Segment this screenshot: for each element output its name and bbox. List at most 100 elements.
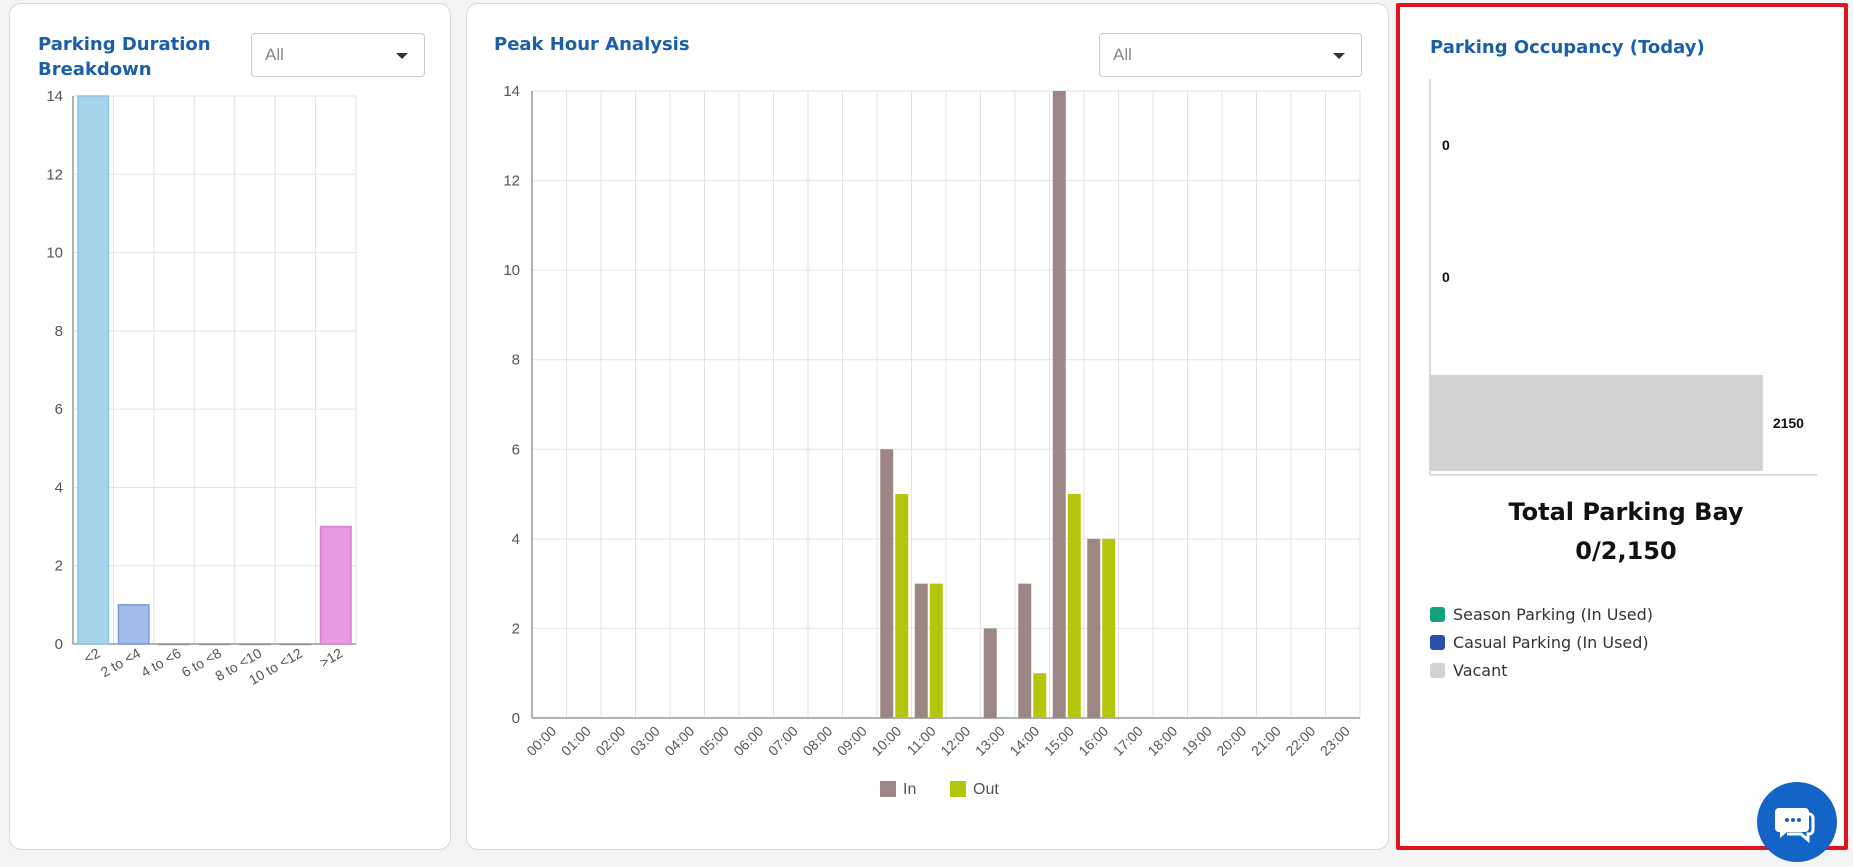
x-tick-label: 19:00 xyxy=(1179,723,1215,759)
bar xyxy=(319,525,352,645)
x-tick-label: 12:00 xyxy=(937,723,973,759)
legend-label-in: In xyxy=(903,781,916,798)
x-tick-label: 02:00 xyxy=(592,723,628,759)
legend-item-casual[interactable]: Casual Parking (In Used) xyxy=(1430,631,1649,653)
legend-label-casual: Casual Parking (In Used) xyxy=(1453,632,1649,652)
x-tick-label: 18:00 xyxy=(1144,723,1180,759)
parking-duration-title-line1: Parking Duration xyxy=(38,34,211,55)
bar-out xyxy=(895,494,909,718)
legend-swatch-casual xyxy=(1430,634,1445,650)
y-tick-label: 2 xyxy=(512,620,520,637)
bar xyxy=(117,604,150,645)
y-tick-label: 0 xyxy=(512,710,520,727)
x-tick-label: 13:00 xyxy=(972,723,1008,759)
x-tick-label: 22:00 xyxy=(1282,723,1318,759)
x-tick-label: 08:00 xyxy=(799,723,835,759)
legend-label-season: Season Parking (In Used) xyxy=(1453,604,1654,624)
data-label: 2150 xyxy=(1773,415,1804,431)
chevron-down-icon xyxy=(396,53,408,59)
bar xyxy=(77,95,110,645)
chat-bubble-icon xyxy=(1775,808,1815,844)
bar-vacant xyxy=(1430,375,1763,471)
peak-hour-title: Peak Hour Analysis xyxy=(494,34,690,55)
bar xyxy=(198,643,231,646)
bar-out xyxy=(1067,494,1081,718)
bar xyxy=(279,643,312,646)
y-tick-label: 8 xyxy=(55,323,63,340)
parking-duration-card: Parking Duration Breakdown All 0 2 4 6 8 10 12… xyxy=(9,3,451,850)
peak-hour-chart: 0 2 4 6 8 10 12 14 00:0001:0002:0003:0004:0005:0… xyxy=(503,83,1361,798)
y-tick-label: 12 xyxy=(503,173,520,190)
bar xyxy=(238,643,271,646)
y-tick-label: 14 xyxy=(503,83,520,100)
x-tick-label: 09:00 xyxy=(834,723,870,759)
bar-in xyxy=(880,449,894,718)
data-label: 0 xyxy=(1442,137,1450,153)
legend-swatch-in xyxy=(880,781,896,797)
x-tick-label: >12 xyxy=(317,645,346,671)
bar-out xyxy=(1033,673,1047,718)
y-tick-label: 6 xyxy=(512,441,520,458)
x-tick-label: 21:00 xyxy=(1248,723,1284,759)
y-tick-label: 6 xyxy=(55,401,63,418)
legend-swatch-vacant xyxy=(1430,662,1445,678)
chat-button[interactable] xyxy=(1757,782,1837,862)
parking-occupancy-title: Parking Occupancy (Today) xyxy=(1430,37,1705,58)
legend-item-vacant[interactable]: Vacant xyxy=(1430,659,1508,681)
x-tick-label: 23:00 xyxy=(1317,723,1353,759)
legend-item-season[interactable]: Season Parking (In Used) xyxy=(1430,603,1653,625)
y-tick-label: 4 xyxy=(512,531,520,548)
x-tick-label: <2 xyxy=(81,645,103,667)
x-tick-label: 16:00 xyxy=(1075,723,1111,759)
parking-occupancy-card: Parking Occupancy (Today) 0 0 2150 Total P… xyxy=(1396,3,1848,850)
x-tick-label: 4 to <6 xyxy=(138,645,184,681)
peak-hour-filter-dropdown[interactable]: All xyxy=(1099,33,1362,77)
peak-hour-card: Peak Hour Analysis All 0 2 4 6 8 10 12 14 00:00 0… xyxy=(466,3,1389,850)
bar-in xyxy=(983,628,997,718)
x-tick-label: 20:00 xyxy=(1213,723,1249,759)
data-label: 0 xyxy=(1442,269,1450,285)
y-tick-label: 8 xyxy=(512,352,520,369)
bar-in xyxy=(1087,538,1101,718)
y-tick-label: 2 xyxy=(55,558,63,575)
chevron-down-icon xyxy=(1333,53,1345,59)
duration-filter-value: All xyxy=(265,45,284,64)
x-tick-label: 15:00 xyxy=(1041,723,1077,759)
x-tick-label: 10:00 xyxy=(868,723,904,759)
x-tick-label: 07:00 xyxy=(765,723,801,759)
legend-swatch-out xyxy=(950,781,966,797)
x-tick-label: 00:00 xyxy=(523,723,559,759)
x-tick-label: 01:00 xyxy=(558,723,594,759)
x-tick-label: 03:00 xyxy=(627,723,663,759)
parking-duration-title-line2: Breakdown xyxy=(38,59,152,80)
bar-in xyxy=(1052,91,1066,718)
y-tick-label: 10 xyxy=(503,262,520,279)
legend-label-vacant: Vacant xyxy=(1453,660,1508,680)
bar-in xyxy=(914,583,928,718)
x-tick-label: 04:00 xyxy=(661,723,697,759)
x-tick-label: 14:00 xyxy=(1006,723,1042,759)
y-tick-label: 10 xyxy=(46,245,63,262)
y-tick-label: 0 xyxy=(55,636,63,653)
legend-label-out: Out xyxy=(973,781,999,798)
y-tick-label: 14 xyxy=(46,88,63,105)
bar-in xyxy=(1018,583,1032,718)
bar-out xyxy=(929,583,943,718)
x-tick-label: 05:00 xyxy=(696,723,732,759)
bar-out xyxy=(1102,538,1116,718)
total-parking-bay-title: Total Parking Bay xyxy=(1508,498,1744,526)
duration-filter-dropdown[interactable]: All xyxy=(251,33,425,77)
legend-swatch-season xyxy=(1430,606,1445,622)
peak-hour-filter-value: All xyxy=(1113,45,1132,64)
parking-duration-title: Parking Duration Breakdown xyxy=(38,32,211,82)
x-tick-label: 11:00 xyxy=(904,723,940,759)
y-tick-label: 12 xyxy=(46,166,63,183)
parking-occupancy-chart: 0 0 2150 xyxy=(1429,79,1817,476)
x-tick-label: 06:00 xyxy=(730,723,766,759)
y-tick-label: 4 xyxy=(55,479,63,496)
bar xyxy=(158,643,191,646)
total-parking-bay-value: 0/2,150 xyxy=(1575,537,1677,565)
x-tick-label: 17:00 xyxy=(1110,723,1146,759)
x-tick-label: 2 to <4 xyxy=(98,645,144,681)
